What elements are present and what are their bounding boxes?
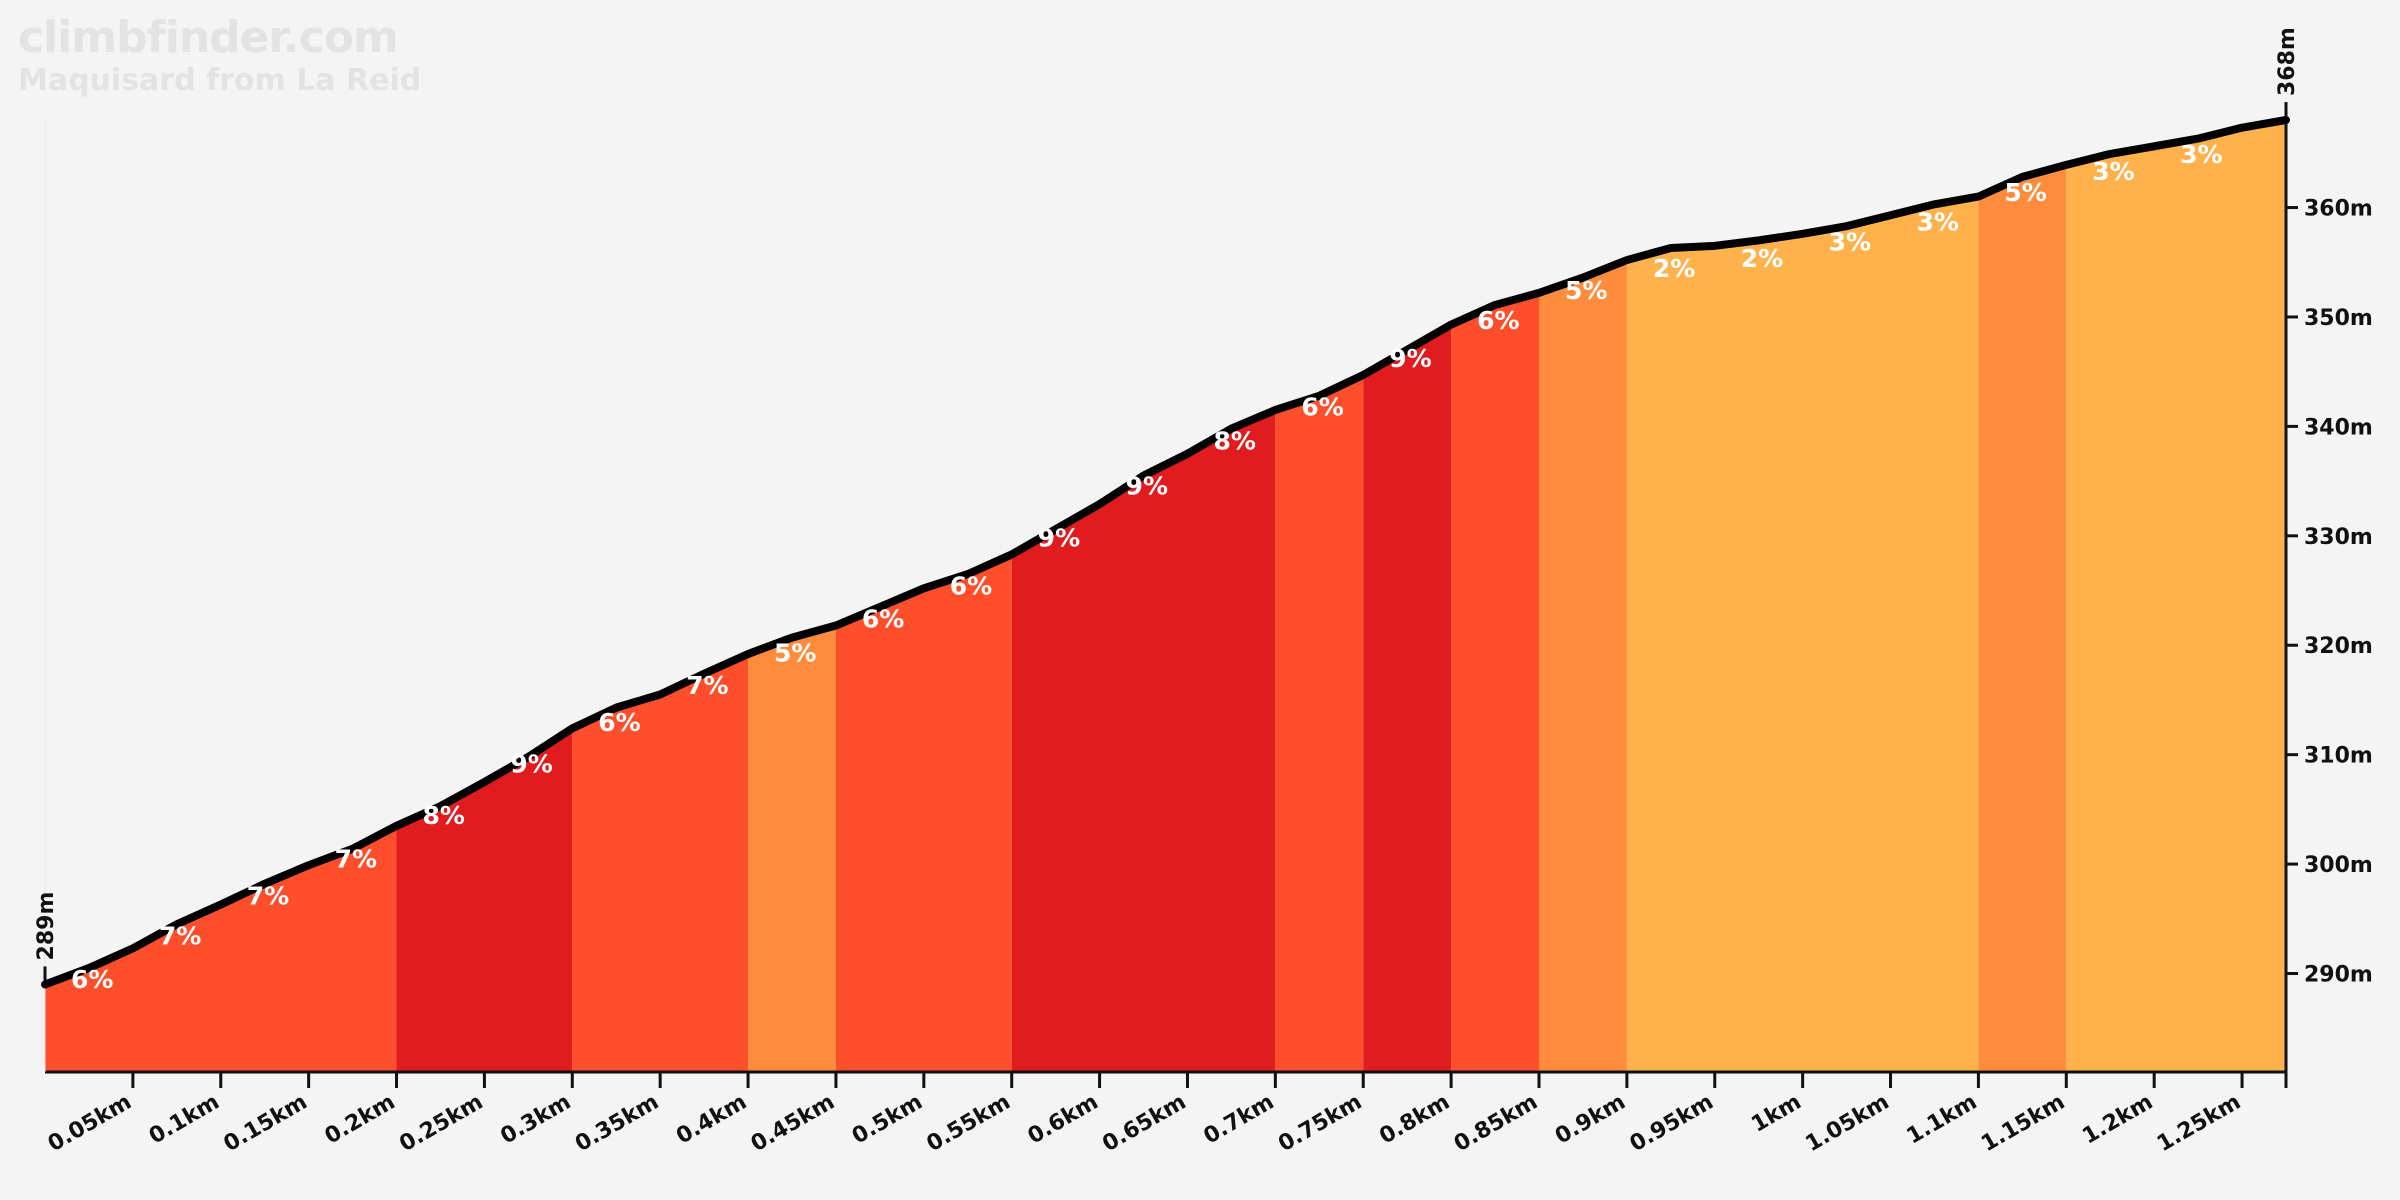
segment-labels: 6% 7% 7% 7% 8% 9% 6% 7% 5% 6% 6% 9% 9% 8% 6% 9% 6% 5% 2% 2%… [71,140,2223,994]
gradient-segment-6 [1011,409,1276,1072]
climb-name: Maquisard from La Reid [18,63,422,98]
y-tick-label-6: 340m [2304,415,2373,440]
x-tick-label-4: 0.2km [321,1090,400,1150]
x-tick-label-14: 0.7km [1200,1090,1279,1150]
gradient-segment-12 [1978,164,2067,1072]
x-tick-label-3: 0.15km [220,1090,312,1158]
y-tick-label-7: 350m [2304,306,2373,331]
axes [44,120,2288,1074]
gradient-label-14: 8% [1213,426,1255,455]
x-tick-label-25: 1.25km [2153,1090,2245,1158]
y-tick-label-3: 310m [2304,744,2373,769]
x-tick-label-2: 0.1km [145,1090,224,1150]
x-tick-label-17: 0.85km [1450,1090,1542,1158]
x-tick-label-21: 1.05km [1801,1090,1893,1158]
gradient-label-1: 6% [71,965,113,994]
gradient-label-24: 3% [2092,157,2134,186]
gradient-label-25: 3% [2180,140,2222,169]
gradient-label-4: 7% [335,844,377,873]
gradient-label-16: 9% [1389,344,1431,373]
gradient-segment-4 [748,625,836,1072]
gradient-label-17: 6% [1477,306,1519,335]
gradient-label-5: 8% [423,801,465,830]
x-tick-label-8: 0.4km [672,1090,751,1150]
end-elevation-label: 368m [2275,27,2300,96]
x-tick-label-6: 0.3km [497,1090,576,1150]
x-tick-label-23: 1.15km [1977,1090,2069,1158]
gradient-label-3: 7% [247,881,289,910]
gradient-label-13: 9% [1126,472,1168,501]
gradient-label-9: 5% [774,639,816,668]
gradient-label-2: 7% [159,921,201,950]
y-tick-label-8: 360m [2304,197,2373,222]
gradient-label-15: 6% [1301,392,1343,421]
gradient-segment-7 [1275,374,1364,1072]
gradient-segment-1 [45,825,397,1072]
brand-watermark: climbfinder.com Maquisard from La Reid [18,16,421,96]
gradient-label-8: 7% [686,671,728,700]
gradient-segment-3 [572,653,749,1072]
x-tick-label-13: 0.65km [1098,1090,1190,1158]
x-tick-label-11: 0.55km [923,1090,1015,1158]
gradient-label-20: 2% [1741,244,1783,273]
gradient-label-10: 6% [862,605,904,634]
gradient-segment-9 [1451,292,1539,1072]
gradient-segment-11 [1626,196,1979,1072]
x-tick-label-16: 0.8km [1375,1090,1454,1150]
gradient-segment-8 [1363,324,1452,1073]
y-tick-label-5: 330m [2304,525,2373,550]
x-tick-label-18: 0.9km [1551,1090,1630,1150]
x-tick-label-7: 0.35km [571,1090,663,1158]
x-tick-label-5: 0.25km [395,1090,487,1158]
x-tick-label-20: 1km [1747,1090,1805,1138]
gradient-label-23: 5% [2004,178,2046,207]
gradient-segment-13 [2066,120,2286,1072]
gradient-label-6: 9% [510,750,552,779]
site-name: climbfinder.com [18,12,399,63]
gradient-label-21: 3% [1829,228,1871,257]
gradient-segment-2 [396,728,573,1072]
gradient-label-11: 6% [950,571,992,600]
gradient-label-22: 3% [1917,207,1959,236]
end-markers: 289m 368m [34,27,2300,981]
x-tick-label-15: 0.75km [1274,1090,1366,1158]
x-tick-label-19: 0.95km [1626,1090,1718,1158]
y-tick-label-1: 290m [2304,963,2373,988]
x-tick-label-10: 0.5km [848,1090,927,1150]
gradient-segment-5 [835,554,1012,1072]
y-tick-label-2: 300m [2304,853,2373,878]
gradient-segment-10 [1539,260,1627,1073]
y-tick-label-4: 320m [2304,634,2373,659]
profile-line-group [41,116,2290,989]
gradient-label-12: 9% [1038,524,1080,553]
gradient-label-19: 2% [1653,254,1695,283]
elevation-line [41,116,2290,989]
start-elevation-label: 289m [34,892,59,961]
y-axis-ticks: 290m 300m 310m 320m 330m 340m 350m 360m [2286,197,2373,988]
gradient-segments [45,120,2286,1073]
x-tick-label-9: 0.45km [747,1090,839,1158]
x-tick-label-1: 0.05km [44,1090,136,1158]
x-tick-label-24: 1.2km [2078,1090,2157,1150]
gradient-label-7: 6% [598,708,640,737]
gradient-label-18: 5% [1565,276,1607,305]
x-tick-label-22: 1.1km [1903,1090,1982,1150]
x-tick-label-12: 0.6km [1024,1090,1103,1150]
